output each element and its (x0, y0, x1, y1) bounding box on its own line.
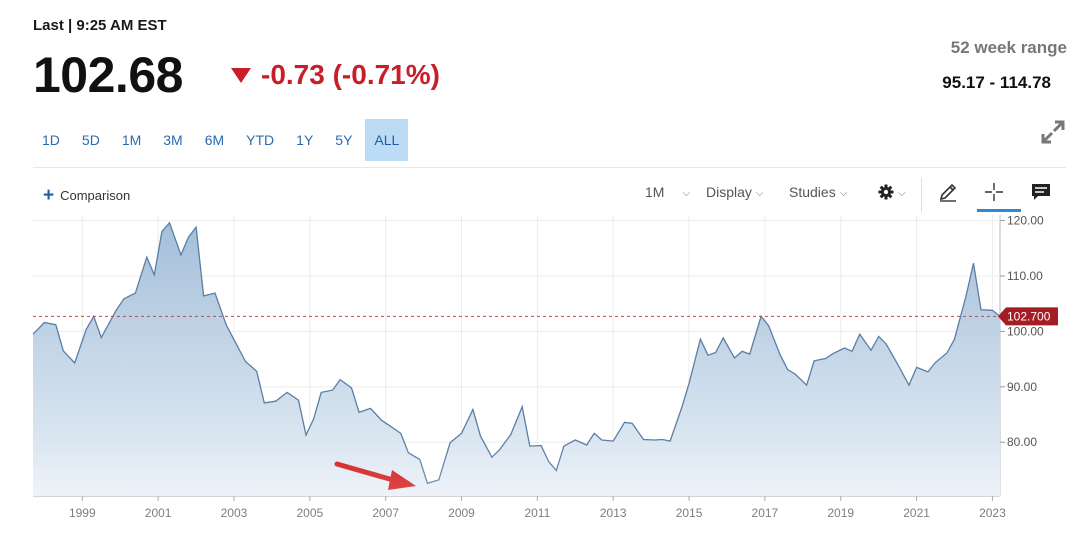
crosshair-icon[interactable] (983, 181, 1005, 203)
gear-icon (878, 184, 894, 200)
studies-label: Studies (789, 184, 836, 200)
range-5y[interactable]: 5Y (335, 132, 353, 148)
studies-dropdown[interactable]: Studies ⌵ (789, 184, 847, 200)
last-price: 102.68 (33, 47, 183, 103)
last-value-label: 102.700 (1007, 309, 1051, 323)
toolbar-divider (921, 178, 922, 212)
x-tick-label: 2019 (827, 506, 854, 520)
range-ytd[interactable]: YTD (246, 132, 275, 148)
x-tick-label: 2001 (145, 506, 172, 520)
down-arrow-icon (231, 67, 251, 83)
chevron-down-icon: ⌵ (898, 188, 906, 199)
interval-dropdown[interactable]: 1M ⌵ (645, 184, 690, 200)
y-tick-label: 80.00 (1007, 435, 1037, 449)
price-line (32, 221, 1001, 485)
x-tick-label: 2011 (524, 506, 550, 520)
price-change-text: -0.73 (-0.71%) (261, 59, 440, 90)
price-area (33, 222, 1000, 497)
y-tick-label: 120.00 (1007, 214, 1044, 228)
x-tick-label: 2017 (752, 506, 779, 520)
x-tick-label: 2013 (600, 506, 627, 520)
range-6m[interactable]: 6M (204, 132, 225, 148)
range-1d[interactable]: 1D (42, 132, 60, 148)
x-tick-label: 2007 (372, 506, 399, 520)
chevron-down-icon: ⌵ (839, 188, 848, 199)
y-tick-label: 90.00 (1007, 380, 1037, 394)
y-tick-label: 110.00 (1007, 269, 1043, 283)
last-value-marker: 102.700 (998, 307, 1058, 326)
range-1y[interactable]: 1Y (296, 132, 314, 148)
time-range-tabs: 1D 5D 1M 3M 6M YTD 1Y 5Y ALL (33, 119, 412, 161)
header-divider (33, 167, 1066, 168)
last-trade-time: Last | 9:25 AM EST (33, 17, 167, 34)
x-tick-label: 2005 (296, 506, 323, 520)
comparison-button[interactable]: + Comparison (43, 186, 130, 205)
display-label: Display (706, 184, 752, 200)
comparison-label: Comparison (60, 188, 131, 203)
range-label: 52 week range (950, 38, 1067, 57)
display-dropdown[interactable]: Display ⌵ (706, 184, 764, 200)
chevron-down-icon: ⌵ (755, 188, 764, 199)
range-3m[interactable]: 3M (163, 132, 183, 148)
comment-icon[interactable] (1030, 181, 1052, 203)
x-tick-label: 2021 (903, 506, 930, 520)
pencil-icon[interactable] (937, 181, 959, 203)
range-all[interactable]: ALL (365, 119, 409, 161)
settings-dropdown[interactable]: ⌵ (878, 184, 906, 200)
x-tick-label: 2015 (676, 506, 703, 520)
x-tick-label: 2003 (221, 506, 248, 520)
x-tick-label: 1999 (69, 506, 96, 520)
x-tick-label: 2009 (448, 506, 475, 520)
range-value: 95.17 - 114.78 (942, 73, 1051, 92)
range-5d[interactable]: 5D (81, 132, 100, 148)
chevron-down-icon: ⌵ (682, 188, 691, 199)
expand-icon[interactable] (1039, 118, 1067, 146)
plus-icon: + (43, 185, 55, 206)
y-tick-label: 100.00 (1007, 324, 1044, 338)
price-change: -0.73 (-0.71%) (231, 58, 440, 92)
annotation-arrow-icon (334, 461, 416, 490)
range-1m[interactable]: 1M (121, 132, 142, 148)
interval-label: 1M (645, 184, 665, 200)
active-tool-indicator (977, 209, 1021, 212)
x-tick-label: 2023 (979, 506, 1006, 520)
